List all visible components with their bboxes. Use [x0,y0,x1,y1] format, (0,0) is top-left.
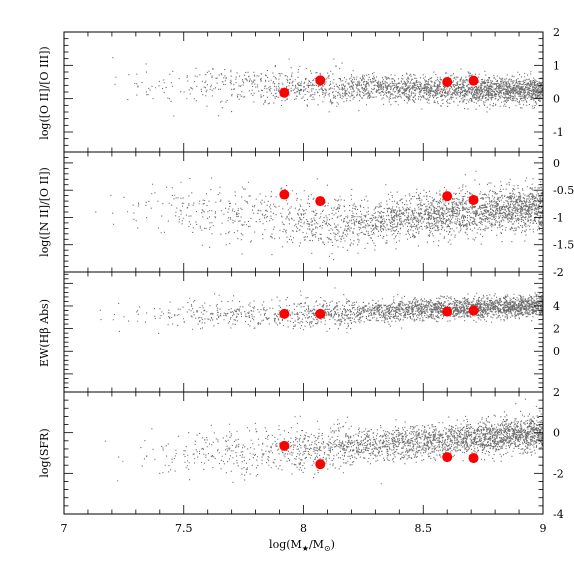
xtick-label: 7.5 [175,522,193,535]
ytick-label-panel-2: -2 [553,266,564,279]
red-point-panel-1 [468,75,479,86]
xtick-label: 8 [300,522,307,535]
ytick-label-panel-3: 0 [553,345,560,358]
ytick-label-panel-2: -1.5 [553,239,574,252]
panel-frame-1 [63,31,544,153]
ylabel-panel4: log(SFR) [38,428,51,477]
red-point-panel-3 [279,308,290,319]
background-points-panel-3 [99,287,544,334]
ylabel-panel2: log([N II]/[O II]) [38,167,51,257]
red-point-panel-2 [468,195,479,205]
ytick-label-panel-4: 2 [553,386,560,399]
red-point-panel-4 [315,459,326,470]
panel-frame-4 [63,391,544,515]
background-points-panel-4 [104,398,544,485]
red-point-panel-4 [468,453,479,464]
red-point-panel-3 [468,305,479,316]
red-point-panel-1 [315,75,326,86]
red-point-panel-4 [442,452,453,463]
xtick-label: 7 [61,522,68,535]
axis-ticks [63,31,544,515]
ytick-label-panel-3: 4 [553,300,560,313]
ytick-label-panel-2: -0.5 [553,184,574,197]
xlabel: log(M★/M⊙) [269,538,335,553]
background-galaxy-scatter [95,57,544,485]
background-points-panel-2 [95,170,544,269]
red-point-panel-4 [279,440,290,451]
red-point-panel-1 [279,87,290,98]
ytick-label-panel-4: -4 [553,508,564,521]
ytick-label-panel-3: 2 [553,323,560,336]
red-point-panel-2 [442,191,453,202]
red-point-panel-2 [279,189,290,200]
panel-frame-3 [63,271,544,393]
ytick-label-panel-1: 1 [553,59,560,72]
ytick-label-panel-2: 0 [553,157,560,170]
ytick-label-panel-2: -1 [553,211,564,224]
ytick-label-panel-1: -1 [553,126,564,139]
red-point-panel-2 [315,196,326,207]
red-point-panel-1 [442,77,453,87]
ylabel-panel1: log([O II]/[O III]) [38,46,51,139]
ytick-label-panel-4: -2 [553,467,564,480]
panel-frame-2 [63,151,544,273]
ytick-label-panel-4: 0 [553,427,560,440]
xtick-label: 9 [540,522,547,535]
tick-labels: -1 0 1 2 -2 -1.5 -1 -0.5 0 0 2 4 -4 -2 0 2 7 7.5 8 8.5 9 [61,26,574,535]
ylabel-panel3: EW(Hβ Abs) [38,299,51,367]
ytick-label-panel-1: 2 [553,26,560,39]
red-point-panel-3 [315,308,326,319]
ytick-label-panel-1: 0 [553,93,560,106]
background-points-panel-1 [112,57,544,117]
red-point-panel-3 [442,306,453,317]
xtick-label: 8.5 [415,522,433,535]
red-data-points [279,75,479,470]
